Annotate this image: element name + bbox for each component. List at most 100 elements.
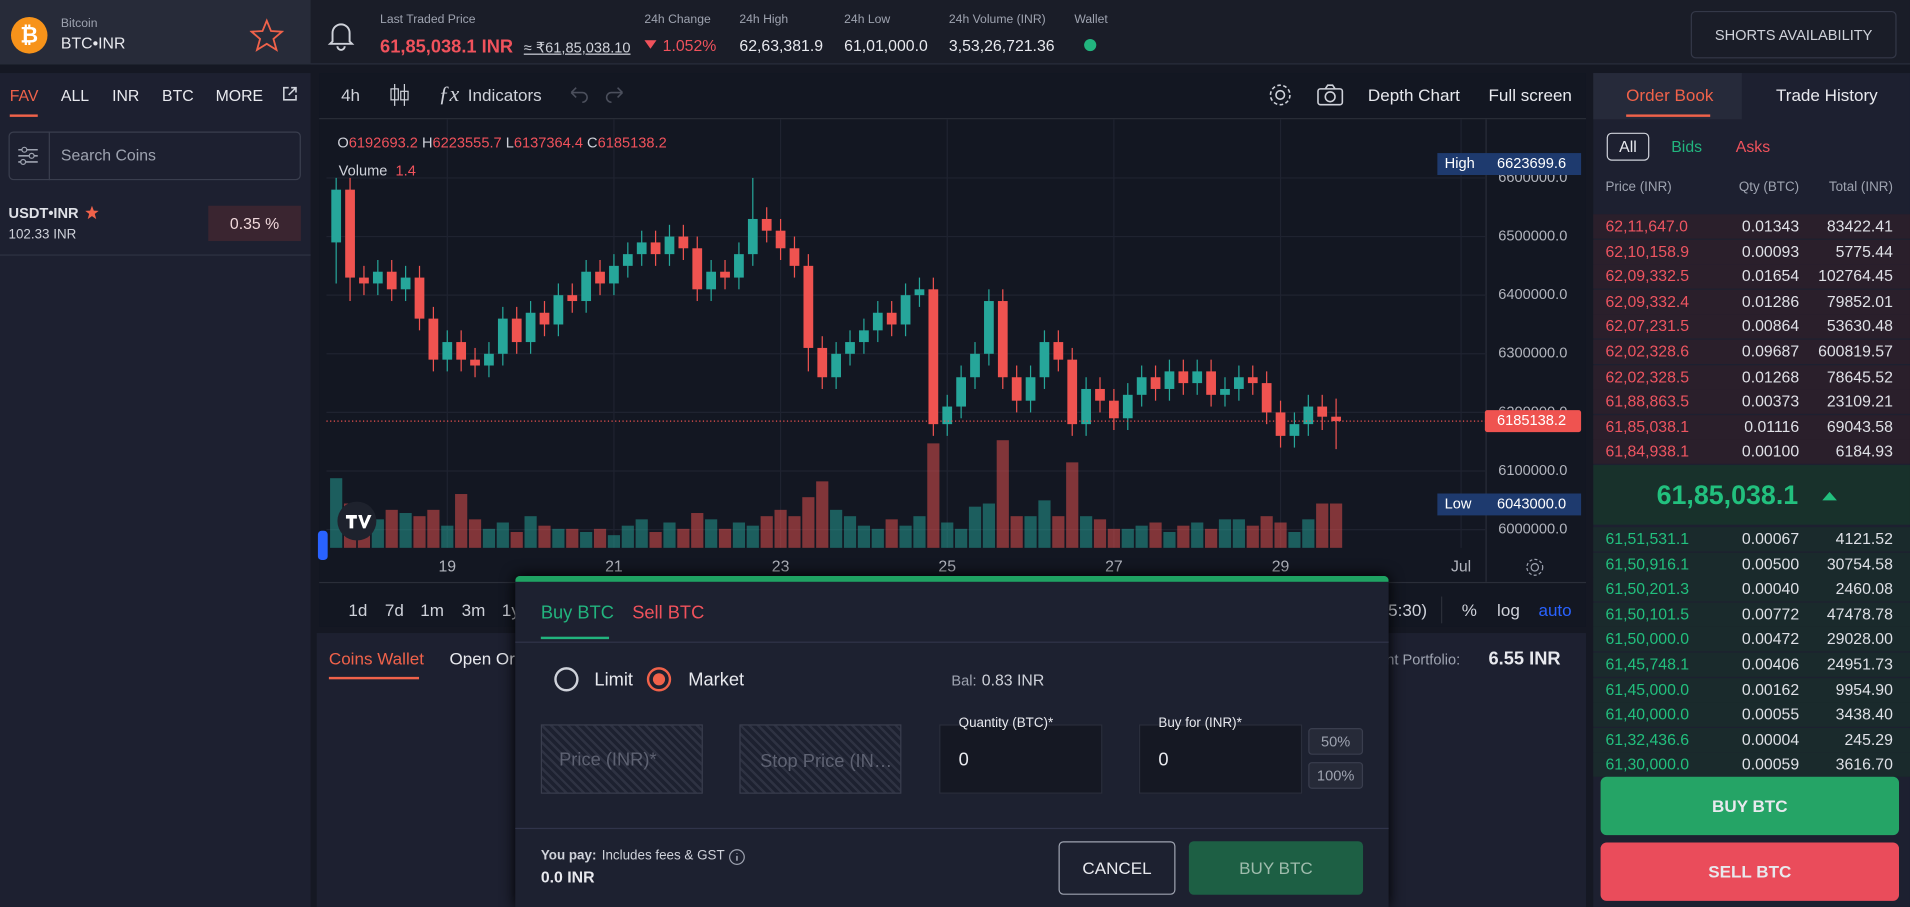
tradingview-logo bbox=[337, 501, 377, 541]
candle-body bbox=[609, 265, 619, 284]
favorite-star[interactable] bbox=[249, 18, 284, 52]
undo-redo[interactable] bbox=[566, 83, 627, 107]
quantity: 0.01116 bbox=[1744, 417, 1800, 436]
candle-body bbox=[747, 218, 758, 255]
scale-option[interactable]: % bbox=[1461, 600, 1477, 620]
candle-body bbox=[984, 301, 994, 354]
alert-icon[interactable] bbox=[324, 18, 358, 52]
candle-body bbox=[1206, 371, 1216, 395]
range-button[interactable]: 3m bbox=[461, 600, 486, 620]
price: 61,30,000.0 bbox=[1605, 755, 1690, 774]
price: 62,11,647.0 bbox=[1605, 216, 1688, 235]
candle-body bbox=[553, 295, 564, 325]
total: 30754.58 bbox=[1826, 554, 1893, 573]
total: 245.29 bbox=[1844, 730, 1893, 749]
candle-body bbox=[497, 318, 508, 354]
sell-button[interactable]: SELL BTC bbox=[1600, 842, 1900, 901]
settings-icon[interactable] bbox=[1267, 82, 1294, 109]
chart-type-icon[interactable] bbox=[387, 80, 411, 109]
bottom-tab[interactable]: Coins Wallet bbox=[328, 648, 424, 669]
volume-bar bbox=[649, 532, 662, 548]
volume-bar bbox=[385, 509, 398, 548]
candle-body bbox=[1303, 406, 1314, 425]
fx-icon: ƒx bbox=[438, 81, 460, 106]
balance: 0.83 INR bbox=[981, 670, 1045, 690]
price: 61,85,038.1 bbox=[1605, 417, 1690, 436]
candle-body bbox=[859, 330, 869, 343]
last-price-label: 6185138.2 bbox=[1497, 413, 1566, 429]
buy-button[interactable]: BUY BTC bbox=[1600, 776, 1900, 836]
sidebar-tab[interactable]: ALL bbox=[60, 86, 90, 105]
sidebar-tab[interactable]: FAV bbox=[9, 86, 39, 105]
quantity: 0.01343 bbox=[1741, 216, 1800, 235]
quantity: 0.01286 bbox=[1741, 291, 1800, 311]
candle-body bbox=[1122, 394, 1133, 419]
range-button[interactable]: 1d bbox=[348, 600, 368, 620]
camera-icon[interactable] bbox=[1316, 82, 1345, 109]
candle-body bbox=[1053, 342, 1064, 360]
percent-button[interactable]: 50% bbox=[1308, 728, 1364, 755]
range-button[interactable]: 7d bbox=[384, 600, 404, 620]
orderbook-tab[interactable]: Trade History bbox=[1775, 85, 1878, 105]
axis-settings[interactable] bbox=[1524, 556, 1546, 578]
coin-pair[interactable]: USDT•INR bbox=[8, 204, 79, 222]
star bbox=[85, 205, 99, 220]
radio[interactable] bbox=[554, 667, 579, 692]
popout-icon[interactable] bbox=[281, 85, 298, 102]
quantity-input[interactable] bbox=[939, 724, 1103, 794]
coin-selector[interactable] bbox=[0, 0, 311, 65]
volume-bar bbox=[1232, 519, 1245, 548]
order-tab[interactable]: Sell BTC bbox=[632, 602, 705, 624]
order-tab[interactable]: Buy BTC bbox=[540, 602, 614, 624]
radio-label[interactable]: Limit bbox=[594, 669, 634, 691]
filter-icon[interactable] bbox=[16, 144, 40, 168]
radio[interactable] bbox=[646, 667, 672, 692]
radio-label[interactable]: Market bbox=[688, 669, 745, 691]
amount-input[interactable] bbox=[1138, 724, 1303, 794]
row-bg bbox=[1593, 552, 1910, 577]
candle-body bbox=[636, 242, 647, 255]
fees-note: Includes fees & GST bbox=[601, 848, 725, 864]
percent-button[interactable]: 100% bbox=[1308, 762, 1364, 789]
shorts-button[interactable]: SHORTS AVAILABILITY bbox=[1690, 10, 1897, 59]
quantity: 0.00864 bbox=[1741, 316, 1800, 336]
sidebar-tab[interactable]: BTC bbox=[162, 86, 194, 105]
stat-value: 62,63,381.9 bbox=[739, 36, 824, 55]
range-button[interactable]: 1m bbox=[420, 600, 444, 620]
orderbook-tab[interactable]: Order Book bbox=[1626, 85, 1714, 105]
search-box[interactable] bbox=[8, 131, 301, 181]
filter-button[interactable]: Asks bbox=[1735, 137, 1771, 156]
full-screen-button[interactable]: Full screen bbox=[1488, 85, 1572, 105]
volume-bar bbox=[1260, 516, 1273, 548]
divider bbox=[1441, 596, 1443, 624]
scale-option[interactable]: log bbox=[1497, 600, 1520, 620]
volume-bar bbox=[510, 532, 523, 548]
marker-value: 6043000.0 bbox=[1497, 496, 1566, 512]
cancel-button[interactable]: CANCEL bbox=[1058, 841, 1176, 895]
sidebar-toggle[interactable] bbox=[317, 530, 328, 561]
row-bg bbox=[1593, 214, 1910, 239]
candle-body bbox=[428, 318, 439, 360]
interval-button[interactable]: 4h bbox=[341, 85, 361, 105]
divider bbox=[0, 254, 311, 256]
filter-button[interactable]: Bids bbox=[1671, 137, 1703, 156]
volume-bar bbox=[399, 513, 412, 548]
row-bg bbox=[1593, 602, 1910, 627]
volume-bar bbox=[1010, 516, 1023, 548]
scale-option[interactable]: auto bbox=[1538, 600, 1572, 620]
row-bg bbox=[1593, 364, 1910, 390]
indicators-button[interactable]: Indicators bbox=[467, 85, 542, 105]
info-icon[interactable] bbox=[728, 849, 745, 866]
volume-bar bbox=[1107, 528, 1120, 548]
sidebar-tab[interactable]: INR bbox=[112, 86, 140, 105]
quantity: 0.00100 bbox=[1741, 442, 1800, 461]
volume-bar bbox=[1080, 516, 1093, 548]
filter-button[interactable]: All bbox=[1606, 132, 1650, 161]
quantity: 0.00162 bbox=[1741, 680, 1800, 699]
quantity: 0.00093 bbox=[1741, 241, 1800, 261]
volume-bar bbox=[1024, 516, 1037, 548]
sidebar-tab[interactable]: MORE bbox=[215, 86, 264, 105]
submit-button[interactable]: BUY BTC bbox=[1188, 841, 1364, 895]
depth-chart-button[interactable]: Depth Chart bbox=[1367, 85, 1460, 105]
volume-bar bbox=[830, 509, 843, 548]
